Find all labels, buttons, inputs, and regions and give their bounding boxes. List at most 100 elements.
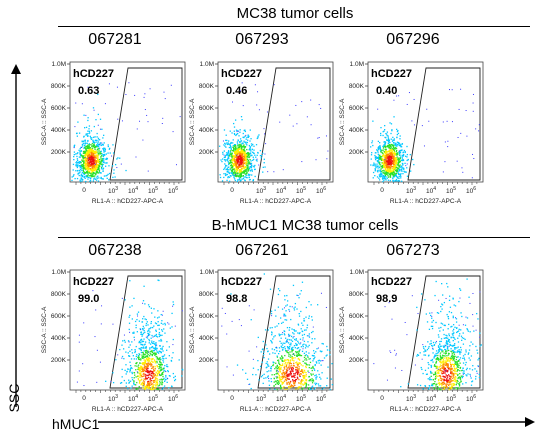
gate-label: hCD227 xyxy=(73,276,114,288)
sample-id-067238: 067238 xyxy=(88,242,142,259)
y-tick-label: 800K xyxy=(349,83,365,90)
y-axis-title: SSC-A :: SSC-A xyxy=(41,306,48,353)
y-tick-label: 800K xyxy=(349,291,365,298)
ssc-axis-arrow xyxy=(11,64,21,407)
x-tick-label: 0 xyxy=(82,187,86,194)
event-dots xyxy=(219,82,329,183)
sample-id-067293: 067293 xyxy=(235,31,289,48)
x-tick-label: 104 xyxy=(426,394,436,403)
y-axis-title: SSC-A :: SSC-A xyxy=(339,306,346,353)
x-tick-label: 103 xyxy=(108,394,118,403)
plot-frame xyxy=(217,269,334,391)
y-tick-label: 400K xyxy=(199,127,215,134)
x-tick-label: 105 xyxy=(446,394,456,403)
x-tick-label: 106 xyxy=(316,394,326,403)
x-tick-label: 0 xyxy=(230,187,234,194)
gate-percent: 0.46 xyxy=(226,85,247,97)
hmuc1-axis-label: hMUC1 xyxy=(52,416,100,432)
y-tick-label: 800K xyxy=(51,83,67,90)
y-tick-label: 400K xyxy=(349,335,365,342)
y-tick-label: 200K xyxy=(199,357,215,364)
plot-frame xyxy=(69,269,186,391)
gate-percent: 0.40 xyxy=(376,85,397,97)
y-tick-label: 400K xyxy=(349,127,365,134)
x-tick-label: 0 xyxy=(230,395,234,402)
y-tick-label: 1.0M xyxy=(200,61,214,68)
plot-frame xyxy=(367,269,484,391)
y-tick-label: 600K xyxy=(349,313,365,320)
y-tick-label: 200K xyxy=(349,149,365,156)
gate-percent: 98.9 xyxy=(376,293,397,305)
group-divider-bottom xyxy=(58,237,530,238)
x-tick-label: 104 xyxy=(276,394,286,403)
sample-id-067296: 067296 xyxy=(386,31,440,48)
x-tick-label: 104 xyxy=(276,186,286,195)
event-dots xyxy=(221,273,333,391)
gate-polygon xyxy=(109,275,183,389)
sample-id-067273: 067273 xyxy=(386,242,440,259)
x-tick-label: 104 xyxy=(426,186,436,195)
x-axis-title: RL1-A :: hCD227-APC-A xyxy=(240,406,312,413)
y-tick-label: 600K xyxy=(51,105,67,112)
x-axis-title: RL1-A :: hCD227-APC-A xyxy=(390,406,462,413)
hmuc1-axis-arrow xyxy=(98,417,535,427)
y-tick-label: 800K xyxy=(199,83,215,90)
x-tick-label: 106 xyxy=(168,394,178,403)
y-tick-label: 1.0M xyxy=(52,269,66,276)
gate-label: hCD227 xyxy=(73,68,114,80)
y-tick-label: 200K xyxy=(51,149,67,156)
group-title-b-hmuc1-mc38: B-hMUC1 MC38 tumor cells xyxy=(211,217,399,234)
event-dots xyxy=(71,82,181,183)
x-tick-label: 103 xyxy=(108,186,118,195)
x-tick-label: 103 xyxy=(406,186,416,195)
event-dots xyxy=(373,278,482,391)
y-tick-label: 1.0M xyxy=(52,61,66,68)
x-tick-label: 105 xyxy=(296,186,306,195)
x-tick-label: 0 xyxy=(82,395,86,402)
x-tick-label: 105 xyxy=(148,186,158,195)
y-tick-label: 200K xyxy=(349,357,365,364)
x-tick-label: 0 xyxy=(380,187,384,194)
gate-polygon xyxy=(407,67,481,181)
gate-percent: 98.8 xyxy=(226,293,247,305)
y-tick-label: 200K xyxy=(51,357,67,364)
x-axis-title: RL1-A :: hCD227-APC-A xyxy=(240,198,312,205)
x-tick-label: 106 xyxy=(466,394,476,403)
x-tick-label: 106 xyxy=(168,186,178,195)
y-tick-label: 1.0M xyxy=(350,269,364,276)
y-tick-label: 1.0M xyxy=(200,269,214,276)
gate-label: hCD227 xyxy=(221,68,262,80)
x-axis-title: RL1-A :: hCD227-APC-A xyxy=(92,406,164,413)
x-axis-title: RL1-A :: hCD227-APC-A xyxy=(390,198,462,205)
x-tick-label: 103 xyxy=(256,394,266,403)
y-tick-label: 600K xyxy=(199,105,215,112)
gate-polygon xyxy=(407,275,481,389)
x-tick-label: 103 xyxy=(256,186,266,195)
sample-id-067281: 067281 xyxy=(88,31,142,48)
y-axis-title: SSC-A :: SSC-A xyxy=(189,306,196,353)
y-tick-label: 200K xyxy=(199,149,215,156)
x-tick-label: 104 xyxy=(128,394,138,403)
event-dots xyxy=(370,88,480,183)
y-tick-label: 600K xyxy=(349,105,365,112)
y-tick-label: 800K xyxy=(51,291,67,298)
x-tick-label: 103 xyxy=(406,394,416,403)
x-tick-label: 104 xyxy=(128,186,138,195)
y-tick-label: 600K xyxy=(51,313,67,320)
gate-label: hCD227 xyxy=(371,276,412,288)
gate-percent: 99.0 xyxy=(78,293,99,305)
x-tick-label: 105 xyxy=(446,186,456,195)
sample-id-067261: 067261 xyxy=(235,242,289,259)
gate-label: hCD227 xyxy=(221,276,262,288)
ssc-axis-label: SSC xyxy=(6,383,22,413)
x-tick-label: 105 xyxy=(296,394,306,403)
y-axis-title: SSC-A :: SSC-A xyxy=(41,98,48,145)
y-axis-title: SSC-A :: SSC-A xyxy=(189,98,196,145)
y-tick-label: 800K xyxy=(199,291,215,298)
